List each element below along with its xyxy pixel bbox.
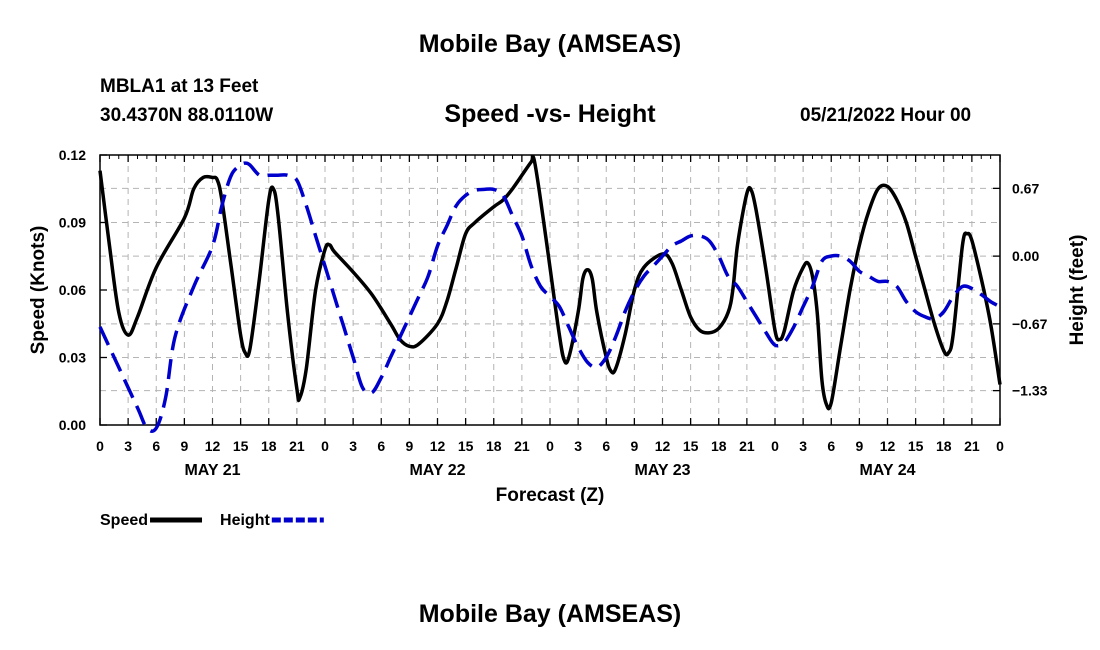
x-tick-label: 9: [855, 438, 863, 454]
x-tick-label: 3: [124, 438, 132, 454]
x-tick-label: 12: [205, 438, 221, 454]
date-label: MAY 23: [634, 462, 690, 479]
x-tick-label: 15: [908, 438, 924, 454]
x-tick-label: 21: [514, 438, 530, 454]
station-coordinates: 30.4370N 88.0110W: [100, 105, 274, 126]
date-label: MAY 21: [184, 462, 240, 479]
x-tick-label: 9: [630, 438, 638, 454]
date-label: MAY 24: [859, 462, 915, 479]
x-tick-label: 0: [771, 438, 779, 454]
x-tick-label: 21: [964, 438, 980, 454]
y2-tick-label: −0.67: [1012, 316, 1048, 332]
chart-subtitle: Speed -vs- Height: [444, 100, 656, 128]
date-label: MAY 22: [409, 462, 465, 479]
x-tick-label: 9: [405, 438, 413, 454]
x-tick-label: 6: [152, 438, 160, 454]
legend-label-speed: Speed: [100, 512, 148, 529]
y-tick-label: 0.03: [59, 350, 86, 366]
x-tick-label: 0: [96, 438, 104, 454]
y2-tick-label: 0.67: [1012, 180, 1039, 196]
y-tick-label: 0.09: [59, 215, 86, 231]
x-tick-label: 3: [799, 438, 807, 454]
x-tick-label: 0: [996, 438, 1004, 454]
y-tick-label: 0.12: [59, 147, 86, 163]
x-tick-label: 6: [827, 438, 835, 454]
x-tick-label: 6: [602, 438, 610, 454]
series-line-speed: [98, 154, 1002, 411]
x-tick-label: 18: [261, 438, 277, 454]
y-tick-label: 0.06: [59, 282, 86, 298]
x-tick-label: 21: [289, 438, 305, 454]
x-tick-label: 6: [377, 438, 385, 454]
y2-tick-label: −1.33: [1012, 383, 1048, 399]
x-tick-label: 18: [486, 438, 502, 454]
x-tick-label: 12: [655, 438, 671, 454]
x-tick-label: 15: [683, 438, 699, 454]
x-tick-label: 0: [321, 438, 329, 454]
x-tick-label: 18: [936, 438, 952, 454]
x-tick-label: 15: [233, 438, 249, 454]
chart-main-title: Mobile Bay (AMSEAS): [418, 30, 682, 58]
y-axis-label: Speed (Knots): [28, 226, 49, 355]
x-tick-label: 3: [574, 438, 582, 454]
x-tick-label: 18: [711, 438, 727, 454]
station-label: MBLA1 at 13 Feet: [100, 76, 259, 97]
legend-label-height: Height: [220, 512, 270, 529]
y2-axis-label: Height (feet): [1067, 235, 1088, 346]
footer-title: Mobile Bay (AMSEAS): [418, 600, 682, 628]
x-tick-label: 21: [739, 438, 755, 454]
x-tick-label: 9: [180, 438, 188, 454]
forecast-datetime: 05/21/2022 Hour 00: [800, 105, 972, 126]
x-tick-label: 3: [349, 438, 357, 454]
x-axis-label: Forecast (Z): [496, 485, 605, 506]
series-line-height: [98, 161, 1001, 433]
y2-tick-label: 0.00: [1012, 248, 1039, 264]
x-tick-label: 12: [430, 438, 446, 454]
x-tick-label: 15: [458, 438, 474, 454]
x-tick-label: 12: [880, 438, 896, 454]
x-tick-label: 0: [546, 438, 554, 454]
y-tick-label: 0.00: [59, 417, 86, 433]
